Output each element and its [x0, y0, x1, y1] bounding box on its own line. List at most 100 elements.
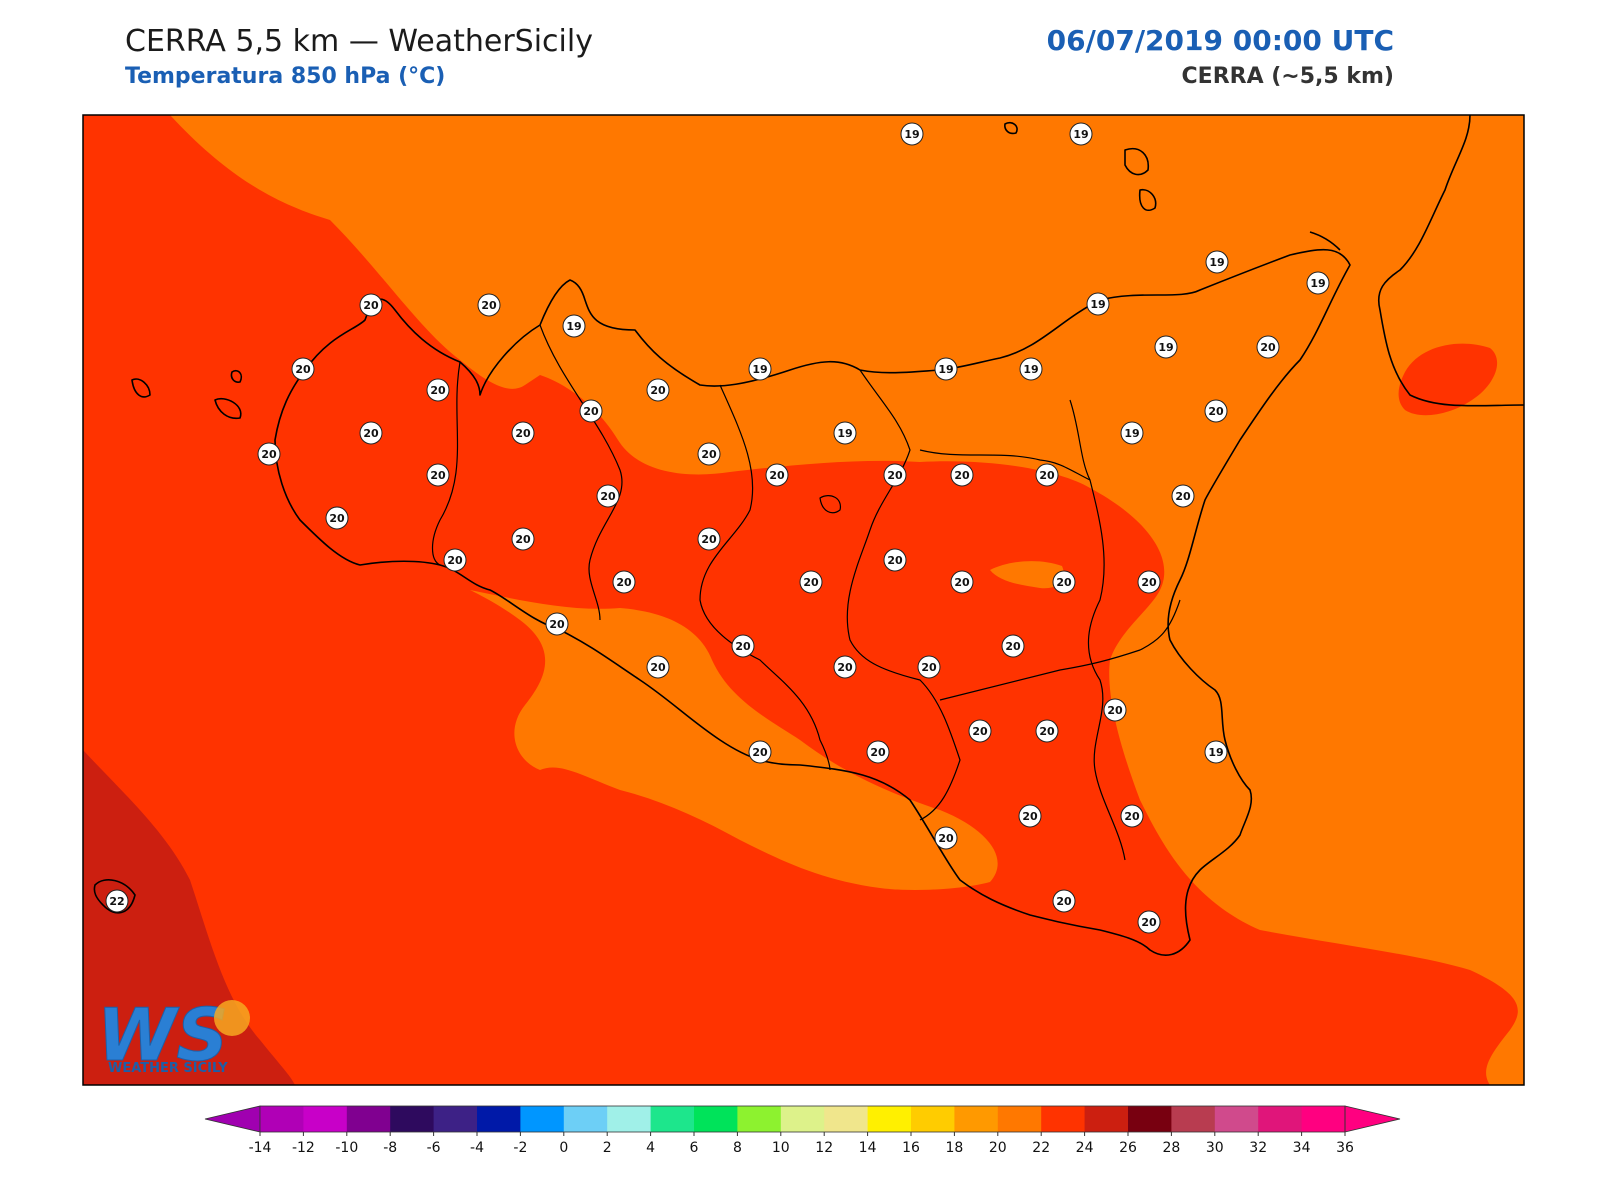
station-marker: 20 [443, 548, 467, 572]
station-value: 20 [616, 576, 632, 589]
station-marker: 19 [1154, 335, 1178, 359]
colorbar-segment [346, 1106, 391, 1132]
station-values: 19 19 19 19 20 20 19 19 19 20 20 19 19 19 20 20 20 20 20 20… [105, 122, 1330, 934]
station-value: 20 [481, 299, 497, 312]
station-marker-circle [1120, 421, 1144, 445]
colorbar-over-arrow [1344, 1105, 1401, 1133]
colorbar-segment [1171, 1106, 1216, 1132]
colorbar-tick-label: 28 [1162, 1140, 1180, 1156]
colorbar-segment [954, 1106, 999, 1132]
station-marker: 20 [697, 442, 721, 466]
station-marker-circle [1171, 484, 1195, 508]
colorbar-segment [1301, 1106, 1346, 1132]
coastlines [93, 115, 1524, 956]
station-marker-circle [697, 442, 721, 466]
station-value: 20 [1056, 576, 1072, 589]
station-marker-circle [646, 655, 670, 679]
station-marker-circle [612, 570, 636, 594]
station-marker-circle [950, 463, 974, 487]
station-marker: 20 [426, 463, 450, 487]
weathersicily-logo: WS WEATHER SICILY [97, 993, 250, 1078]
station-value: 19 [1208, 746, 1223, 759]
colorbar-segment [520, 1106, 565, 1132]
station-marker: 20 [511, 421, 535, 445]
station-value: 20 [701, 448, 717, 461]
colorbar-tick-label: -8 [383, 1140, 397, 1156]
station-value: 20 [735, 640, 751, 653]
station-marker: 19 [1086, 292, 1110, 316]
station-marker-circle [1204, 399, 1228, 423]
station-value: 20 [1124, 810, 1140, 823]
logo-mark: WS [97, 993, 228, 1077]
colorbar-segment [694, 1106, 738, 1132]
station-value: 20 [447, 554, 463, 567]
station-value: 19 [752, 363, 767, 376]
station-marker: 20 [1103, 698, 1127, 722]
station-value: 20 [1260, 341, 1276, 354]
station-value: 20 [1141, 916, 1157, 929]
station-marker: 20 [511, 527, 535, 551]
sicily-coastline [274, 248, 1351, 956]
station-marker-circle [799, 570, 823, 594]
band-22-24 [83, 750, 295, 1085]
station-marker: 20 [934, 826, 958, 850]
station-marker-circle [1154, 335, 1178, 359]
province-boundary-1 [431, 361, 461, 566]
colorbar-segment [303, 1106, 348, 1132]
station-marker-circle [291, 357, 315, 381]
station-marker-circle [579, 399, 603, 423]
station-value: 19 [1209, 256, 1224, 269]
station-value: 20 [261, 448, 277, 461]
station-marker: 20 [579, 399, 603, 423]
station-value: 20 [515, 533, 531, 546]
valid-datetime: 06/07/2019 00:00 UTC [1046, 24, 1394, 57]
station-marker-circle [1035, 719, 1059, 743]
station-value: 20 [803, 576, 819, 589]
station-value: 20 [650, 661, 666, 674]
colorbar-segment [1084, 1106, 1129, 1132]
station-marker: 20 [1001, 634, 1025, 658]
station-value: 20 [954, 469, 970, 482]
station-marker: 19 [900, 122, 924, 146]
station-marker-circle [426, 463, 450, 487]
station-marker-circle [596, 484, 620, 508]
station-marker: 20 [1120, 804, 1144, 828]
station-marker-circle [950, 570, 974, 594]
egadi-island-1 [131, 378, 151, 398]
station-value: 20 [887, 469, 903, 482]
band-18-20-southwest [470, 590, 998, 890]
ustica-island [1004, 121, 1018, 135]
colorbar-tick-label: 2 [603, 1140, 612, 1156]
station-marker: 19 [934, 357, 958, 381]
station-value: 20 [921, 661, 937, 674]
colorbar-segment [737, 1106, 782, 1132]
province-boundary-7 [939, 599, 1181, 701]
station-marker: 20 [883, 548, 907, 572]
station-value: 20 [954, 576, 970, 589]
station-marker-circle [1001, 634, 1025, 658]
stromboli-island [1124, 148, 1150, 176]
station-marker: 19 [833, 421, 857, 445]
station-marker-circle [1137, 570, 1161, 594]
station-marker: 20 [917, 655, 941, 679]
station-marker: 19 [1120, 421, 1144, 445]
pantelleria-island [93, 879, 136, 914]
variable-label: Temperatura 850 hPa (°C) [125, 64, 446, 89]
station-value: 20 [295, 363, 311, 376]
station-value: 20 [1175, 490, 1191, 503]
station-marker: 20 [968, 719, 992, 743]
station-marker-circle [545, 612, 569, 636]
station-marker: 20 [596, 484, 620, 508]
station-value: 19 [1073, 128, 1088, 141]
station-marker: 20 [883, 463, 907, 487]
station-marker: 20 [697, 527, 721, 551]
colorbar-segment [1214, 1106, 1259, 1132]
station-marker: 20 [1137, 570, 1161, 594]
station-marker: 20 [359, 421, 383, 445]
colorbar-tick-label: -12 [292, 1140, 315, 1156]
station-value: 20 [1107, 704, 1123, 717]
station-marker-circle [1035, 463, 1059, 487]
station-marker: 19 [562, 314, 586, 338]
colorbar-tick-label: -6 [427, 1140, 441, 1156]
